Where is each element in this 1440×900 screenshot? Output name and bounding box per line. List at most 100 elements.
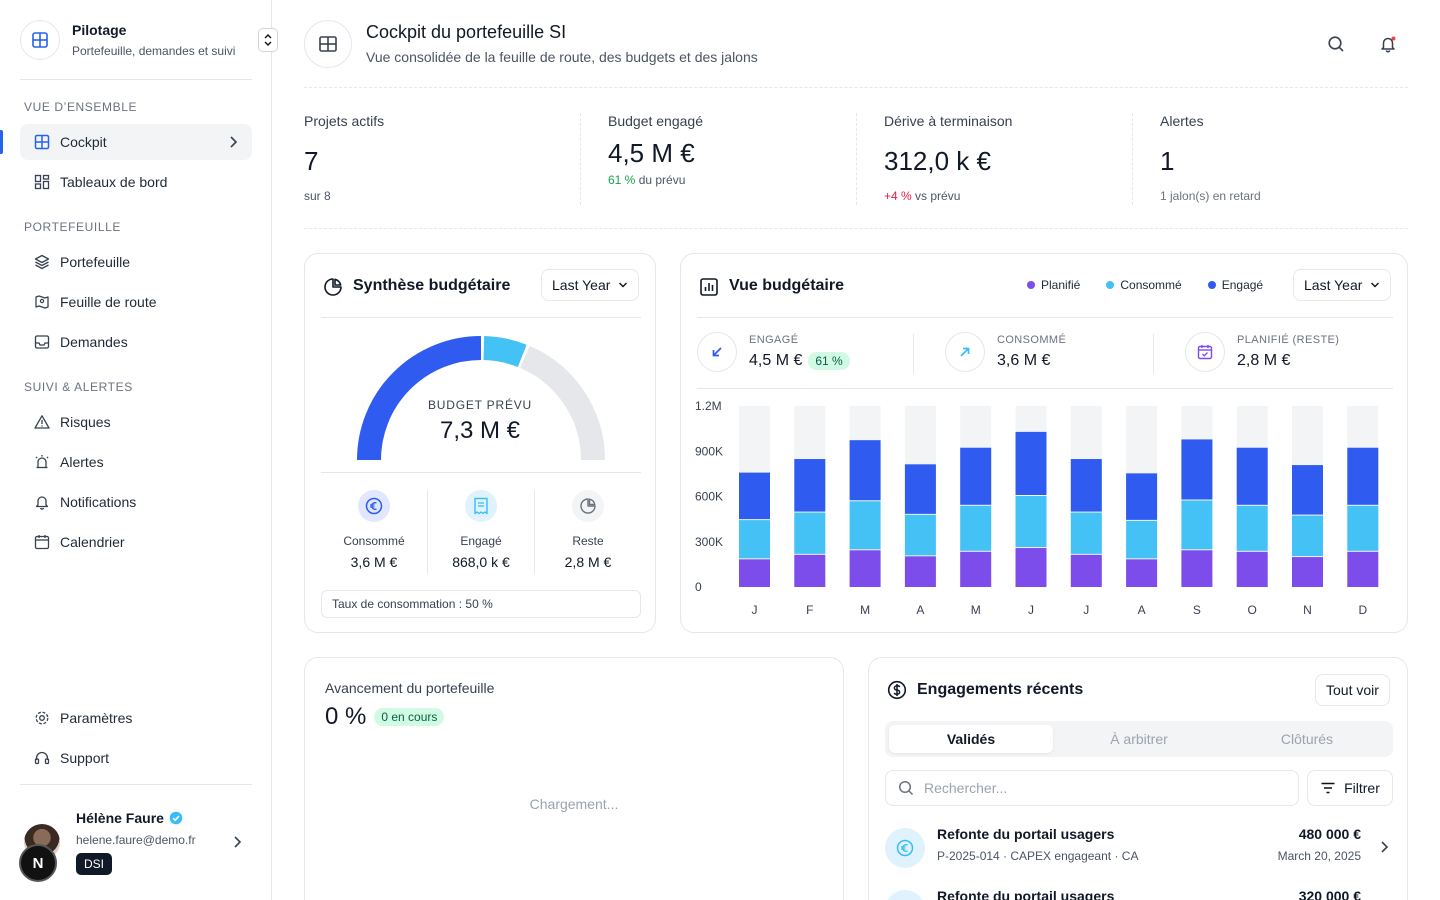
sidebar-item-label: Notifications	[60, 494, 137, 510]
bar-segment	[1126, 559, 1158, 587]
grid-icon	[34, 134, 50, 150]
divider	[856, 113, 857, 205]
stat-engaged: Engagé 868,0 k €	[428, 490, 534, 570]
sidebar-toggle-button[interactable]	[258, 28, 278, 52]
bar-chart-icon	[699, 277, 719, 297]
list-item[interactable]: Refonte du portail usagers P-2025-014 · …	[885, 826, 1393, 882]
gauge-consumed	[357, 336, 482, 461]
bar-segment	[1181, 500, 1213, 550]
filter-icon	[1320, 781, 1336, 795]
list-item[interactable]: Refonte du portail usagers 320 000 €	[885, 888, 1393, 900]
view-all-button[interactable]: Tout voir	[1315, 674, 1390, 706]
grid-icon	[20, 20, 60, 60]
filter-button[interactable]: Filtrer	[1307, 770, 1393, 806]
bar-segment	[739, 520, 770, 559]
tab-closed[interactable]: Clôturés	[1280, 731, 1334, 747]
sidebar-item-dashboards[interactable]: Tableaux de bord	[20, 164, 252, 200]
x-tick-label: M	[860, 603, 870, 617]
bar-segment	[1292, 515, 1323, 557]
sidebar-item-settings[interactable]: Paramètres	[20, 700, 252, 736]
kpi-drift: Dérive à terminaison 312,0 k € +4 % vs p…	[884, 113, 1013, 203]
bar-segment	[1015, 495, 1047, 548]
chevron-right-icon	[232, 835, 242, 849]
chevron-down-icon	[618, 281, 628, 289]
bell-icon	[34, 494, 50, 510]
sidebar-item-risks[interactable]: Risques	[20, 404, 252, 440]
y-tick-label: 0	[695, 580, 702, 594]
bar-segment	[1015, 548, 1047, 587]
sidebar-item-support[interactable]: Support	[20, 740, 252, 776]
progress-value: 0 % 0 en cours	[325, 703, 445, 731]
divider	[427, 490, 428, 574]
siren-icon	[34, 454, 50, 470]
y-tick-label: 300K	[695, 535, 723, 549]
brand-title: Pilotage	[72, 22, 127, 38]
bar-segment	[739, 472, 770, 520]
y-tick-label: 1.2M	[695, 399, 722, 413]
sidebar-item-alerts[interactable]: Alertes	[20, 444, 252, 480]
sidebar-item-label: Risques	[60, 414, 111, 430]
sidebar-item-label: Paramètres	[60, 710, 133, 726]
search-field	[885, 770, 1299, 806]
bar-segment	[1126, 520, 1158, 559]
kpi-alerts: Alertes 1 1 jalon(s) en retard	[1160, 113, 1261, 203]
euro-icon	[885, 828, 925, 868]
bar-segment	[904, 514, 936, 556]
legend-item-planned: Planifié	[1027, 278, 1080, 292]
sidebar-item-roadmap[interactable]: Feuille de route	[20, 284, 252, 320]
sidebar-item-label: Demandes	[60, 334, 128, 350]
search-button[interactable]	[1324, 32, 1348, 56]
page-subtitle: Vue consolidée de la feuille de route, d…	[366, 49, 758, 65]
period-select[interactable]: Last Year	[541, 269, 640, 301]
search-input[interactable]	[924, 780, 1284, 796]
bar-segment	[904, 464, 936, 514]
x-tick-label: O	[1248, 603, 1257, 617]
divider	[1132, 113, 1133, 205]
gear-icon	[34, 710, 50, 726]
bar-segment	[849, 550, 881, 587]
receipt-icon	[465, 490, 497, 522]
verified-icon	[169, 811, 183, 825]
divider	[321, 472, 641, 473]
tab-to-arbitrate[interactable]: À arbitrer	[1110, 731, 1168, 747]
period-select[interactable]: Last Year	[1293, 269, 1392, 301]
stat-consumed: Consommé 3,6 M €	[321, 490, 427, 570]
divider	[321, 317, 641, 318]
divider	[304, 87, 1408, 88]
chevron-right-icon	[228, 135, 238, 149]
x-tick-label: J	[752, 603, 758, 617]
sidebar-item-label: Calendrier	[60, 534, 125, 550]
bar-segment	[794, 459, 826, 512]
budget-gauge	[357, 336, 605, 461]
sidebar-item-calendar[interactable]: Calendrier	[20, 524, 252, 560]
user-email: helene.faure@demo.fr	[76, 833, 196, 847]
sidebar-item-label: Support	[60, 750, 110, 766]
search-icon	[898, 780, 914, 796]
bar-segment	[849, 501, 881, 550]
kpi-active-projects: Projets actifs 7 sur 8	[304, 113, 385, 203]
calendar-icon	[34, 534, 50, 550]
stat-engaged: ENGAGÉ 4,5 M €61 %	[697, 330, 907, 374]
loading-text: Chargement...	[529, 796, 619, 812]
sidebar-item-portfolio[interactable]: Portefeuille	[20, 244, 252, 280]
bar-segment	[904, 556, 936, 587]
legend-item-consumed: Consommé	[1106, 278, 1182, 292]
bar-segment	[794, 512, 826, 554]
notifications-button[interactable]	[1376, 32, 1400, 56]
bar-segment	[1347, 505, 1379, 551]
bar-segment	[960, 447, 992, 505]
budget-view-card: Vue budgétaire Planifié Consommé Engagé …	[680, 253, 1408, 633]
user-role-badge: DSI	[76, 853, 113, 875]
sidebar-item-notifications[interactable]: Notifications	[20, 484, 252, 520]
bar-segment	[794, 554, 826, 587]
inbox-icon	[34, 334, 50, 350]
user-card[interactable]: N Hélène Faure helene.faure@demo.fr DSI	[19, 800, 252, 890]
brand-subtitle: Portefeuille, demandes et suivi	[72, 44, 236, 58]
divider	[697, 317, 1393, 318]
sidebar-item-requests[interactable]: Demandes	[20, 324, 252, 360]
headset-icon	[34, 750, 50, 766]
y-tick-label: 600K	[695, 490, 723, 504]
tab-validated[interactable]: Validés	[889, 725, 1053, 753]
sidebar-item-cockpit[interactable]: Cockpit	[20, 124, 252, 160]
pie-chart-icon	[323, 277, 343, 297]
